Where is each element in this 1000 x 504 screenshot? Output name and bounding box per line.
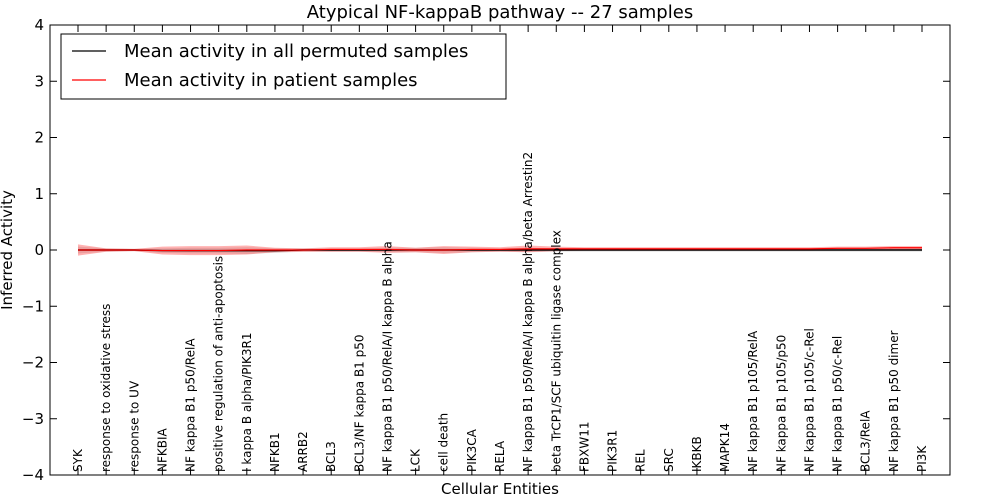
y-tick-label: −2 [22,354,44,372]
chart-title: Atypical NF-kappaB pathway -- 27 samples [307,2,693,23]
category-label: SYK [71,448,85,472]
legend: Mean activity in all permuted samples Mea… [60,33,507,100]
y-tick-label: 3 [34,72,44,90]
y-tick-label: 1 [34,185,44,203]
category-label: BCL3/RelA [859,410,873,472]
category-label: PIK3R1 [606,430,620,472]
category-label: RELA [493,440,507,472]
category-label: NF kappa B1 p50/RelA/I kappa B alpha/bet… [521,152,535,472]
y-axis-label: Inferred Activity [0,190,16,310]
category-label: MAPK14 [718,423,732,472]
legend-box [60,33,507,100]
category-label: BCL3/NF kappa B1 p50 [352,334,366,472]
series-line [78,247,922,252]
category-label: BCL3 [324,441,338,472]
category-label: cell death [437,413,451,472]
category-label: NFKB1 [268,432,282,472]
category-label: REL [634,449,648,472]
y-tick-label: 4 [34,16,44,34]
category-label: beta TrCP1/SCF ubiquitin ligase complex [549,230,563,472]
plot-frame [49,24,951,476]
category-label: NF kappa B1 p50/RelA [184,338,198,472]
category-label: FBXW11 [577,422,591,473]
x-axis-label: Cellular Entities [441,480,559,498]
category-label: ARRB2 [296,431,310,472]
category-label: IKBKB [690,436,704,472]
category-label: NF kappa B1 p50 dimer [887,330,901,472]
y-tick-label: −1 [22,297,44,315]
y-tick-label: 2 [34,129,44,147]
y-tick-label: 0 [34,241,44,259]
category-label: PIK3CA [465,428,479,472]
legend-label: Mean activity in all permuted samples [124,41,468,62]
category-label: SRC [662,448,676,472]
category-label: LCK [409,448,423,472]
category-label: PI3K [915,445,929,472]
y-tick-label: −4 [22,466,44,484]
category-label: NF kappa B1 p50/RelA/I kappa B alpha [380,241,394,472]
legend-label: Mean activity in patient samples [124,70,418,91]
category-label: NF kappa B1 p105/p50 [774,335,788,472]
category-label: NF kappa B1 p105/c-Rel [802,328,816,472]
category-label: NF kappa B1 p105/RelA [746,330,760,472]
category-label: NFKBIA [155,427,169,472]
category-label: response to oxidative stress [99,304,113,472]
category-label: I kappa B alpha/PIK3R1 [240,333,254,472]
category-label: NF kappa B1 p50/c-Rel [831,336,845,472]
category-label: response to UV [127,380,141,472]
y-tick-label: −3 [22,410,44,428]
category-label: positive regulation of anti-apoptosis [212,256,226,472]
